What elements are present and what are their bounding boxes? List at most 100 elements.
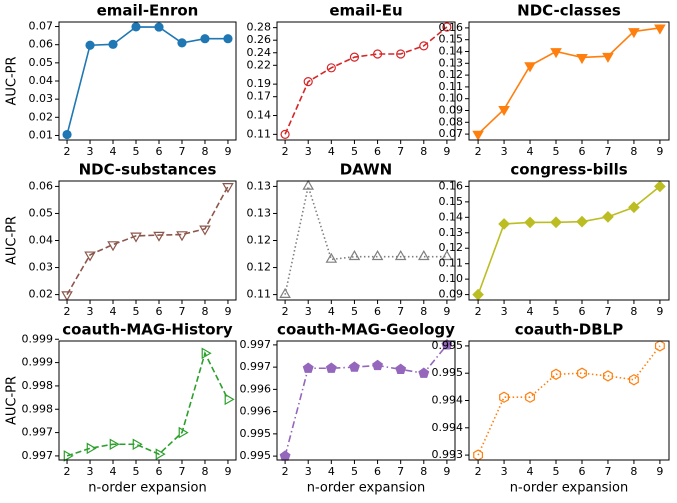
y-tick-label: 0.08 [439,115,464,128]
marker [576,215,588,228]
x-tick-label: 2 [282,465,289,478]
y-tick-label: 0.994 [432,394,464,407]
marker [417,250,430,261]
marker [524,216,536,229]
y-tick-label: 0.17 [247,90,272,103]
marker [472,130,484,141]
y-tick-label: 0.14 [439,45,464,58]
y-tick-label: 0.07 [29,20,54,33]
y-tick-label: 0.12 [439,68,464,81]
marker [396,49,406,59]
y-tick-label: 0.26 [247,33,272,46]
marker [550,216,562,229]
marker [442,22,452,32]
x-tick-label: 8 [201,465,208,478]
y-tick-label: 0.995 [240,427,272,440]
axes-frame [58,340,237,461]
y-tick-label: 0.06 [29,38,54,51]
marker [602,52,614,63]
marker [348,250,361,261]
y-tick-label: 0.13 [439,56,464,69]
x-tick-label: 8 [630,305,637,318]
marker [63,450,74,462]
x-tick-label: 6 [374,465,381,478]
x-tick-label: 8 [201,145,208,158]
x-tick-label: 9 [656,465,663,478]
marker [628,201,640,214]
x-tick-label: 7 [397,305,404,318]
marker [302,362,314,373]
y-tick-label: 0.02 [29,288,54,301]
x-tick-label: 4 [527,465,534,478]
y-tick-label: 0.10 [439,92,464,105]
x-tick-label: 5 [133,465,140,478]
subplot-title: congress-bills [510,161,627,179]
y-tick-label: 0.995 [240,449,272,462]
subplot: email-Eu 0.11 0.14 0.170.19 0.220.240.260.28… [247,2,456,158]
marker [109,438,120,451]
x-tick-label: 4 [328,465,335,478]
x-tick-label: 6 [155,145,162,158]
x-tick-label: 3 [305,305,312,318]
subplot: email-Enron 0.01 0.02 0.03 0.04 0.05 0.06 0.07 2… [5,2,237,158]
y-tick-label: 0.996 [240,405,272,418]
marker [498,105,510,117]
y-tick-label: 0.999 [22,356,54,369]
y-tick-label: 0.28 [247,21,272,34]
marker [176,231,188,242]
x-tick-label: 9 [443,305,450,318]
subplot-title: NDC-substances [79,161,217,179]
marker [279,450,291,461]
series-line [66,186,229,295]
marker [154,22,164,32]
subplot: NDC-substances 0.02 0.03 0.04 0.05 0.06 2 3 4 5 6 7… [5,161,237,318]
x-tick-label: 4 [328,145,335,158]
subplot-title: email-Enron [97,2,199,20]
marker [394,250,407,261]
x-tick-label: 2 [475,465,482,478]
x-tick-label: 7 [397,465,404,478]
y-tick-label: 0.11 [439,257,464,270]
y-tick-label: 0.11 [439,80,464,93]
marker [441,339,453,350]
marker [130,232,142,243]
x-tick-label: 7 [604,465,611,478]
y-tick-label: 0.998 [22,402,54,415]
axes-frame [276,21,456,141]
y-tick-label: 0.994 [432,421,464,434]
y-axis-label: AUC-PR [5,376,20,425]
series-line [284,344,448,457]
series-line [66,351,229,457]
y-tick-label: 0.03 [29,92,54,105]
axes-frame [468,180,670,301]
y-tick-label: 0.997 [240,360,272,373]
x-tick-label: 8 [630,145,637,158]
y-tick-label: 0.996 [240,382,272,395]
x-tick-label: 6 [578,465,585,478]
marker [372,359,384,371]
marker [628,28,640,39]
y-tick-label: 0.995 [432,339,464,352]
marker [200,34,210,44]
marker [62,129,72,140]
marker [153,231,165,242]
x-tick-label: 5 [351,305,358,318]
series-line [477,185,661,295]
axes-frame [276,340,456,461]
marker [472,288,484,301]
marker [525,391,535,403]
x-tick-label: 9 [224,305,231,318]
marker [603,370,613,382]
marker [629,374,639,386]
marker [395,363,407,375]
x-tick-label: 5 [553,465,560,478]
marker [654,24,666,35]
y-tick-label: 0.16 [439,21,464,34]
series-line [284,183,447,295]
subplot-title: coauth-MAG-Geology [277,321,455,339]
x-tick-label: 6 [155,305,162,318]
x-tick-label: 4 [527,145,534,158]
x-tick-label: 8 [420,145,427,158]
y-tick-label: 0.11 [247,288,272,301]
subplot-title: coauth-MAG-History [62,321,233,339]
